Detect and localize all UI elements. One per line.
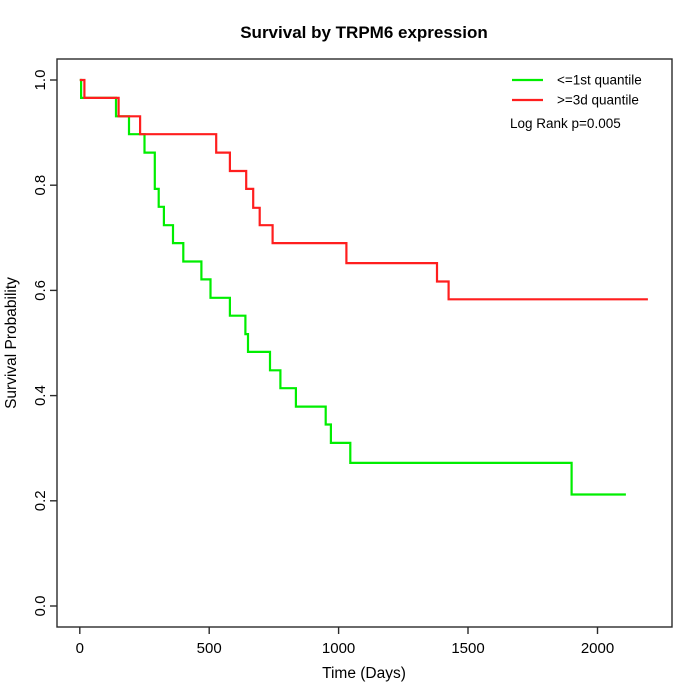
- y-tick-label: 0.2: [32, 490, 49, 511]
- y-tick-label: 0.6: [32, 280, 49, 301]
- y-tick-label: 0.8: [32, 175, 49, 196]
- y-tick-label: 0.4: [32, 385, 49, 406]
- y-axis-title: Survival Probability: [3, 277, 20, 409]
- x-axis-title: Time (Days): [322, 665, 406, 682]
- x-tick-label: 1000: [322, 640, 355, 657]
- legend-label-high-expression: >=3d quantile: [557, 93, 639, 108]
- x-tick-label: 0: [76, 640, 84, 657]
- km-curve-low-expression: [79, 78, 626, 496]
- x-tick-label: 1500: [451, 640, 484, 657]
- plot-border: [56, 58, 673, 628]
- chart-title: Survival by TRPM6 expression: [240, 23, 488, 42]
- x-tick-label: 500: [197, 640, 222, 657]
- y-tick-label: 1.0: [32, 70, 49, 91]
- log-rank-annotation: Log Rank p=0.005: [510, 116, 621, 131]
- chart-layer: 0 500 1000 1500 2000 0.0 0.2 0.4 0.6 0.8 1.0 <=1st …: [32, 58, 673, 657]
- legend-label-low-expression: <=1st quantile: [557, 73, 642, 88]
- y-tick-label: 0.0: [32, 596, 49, 617]
- x-tick-label: 2000: [581, 640, 614, 657]
- km-curve-high-expression: [79, 78, 648, 301]
